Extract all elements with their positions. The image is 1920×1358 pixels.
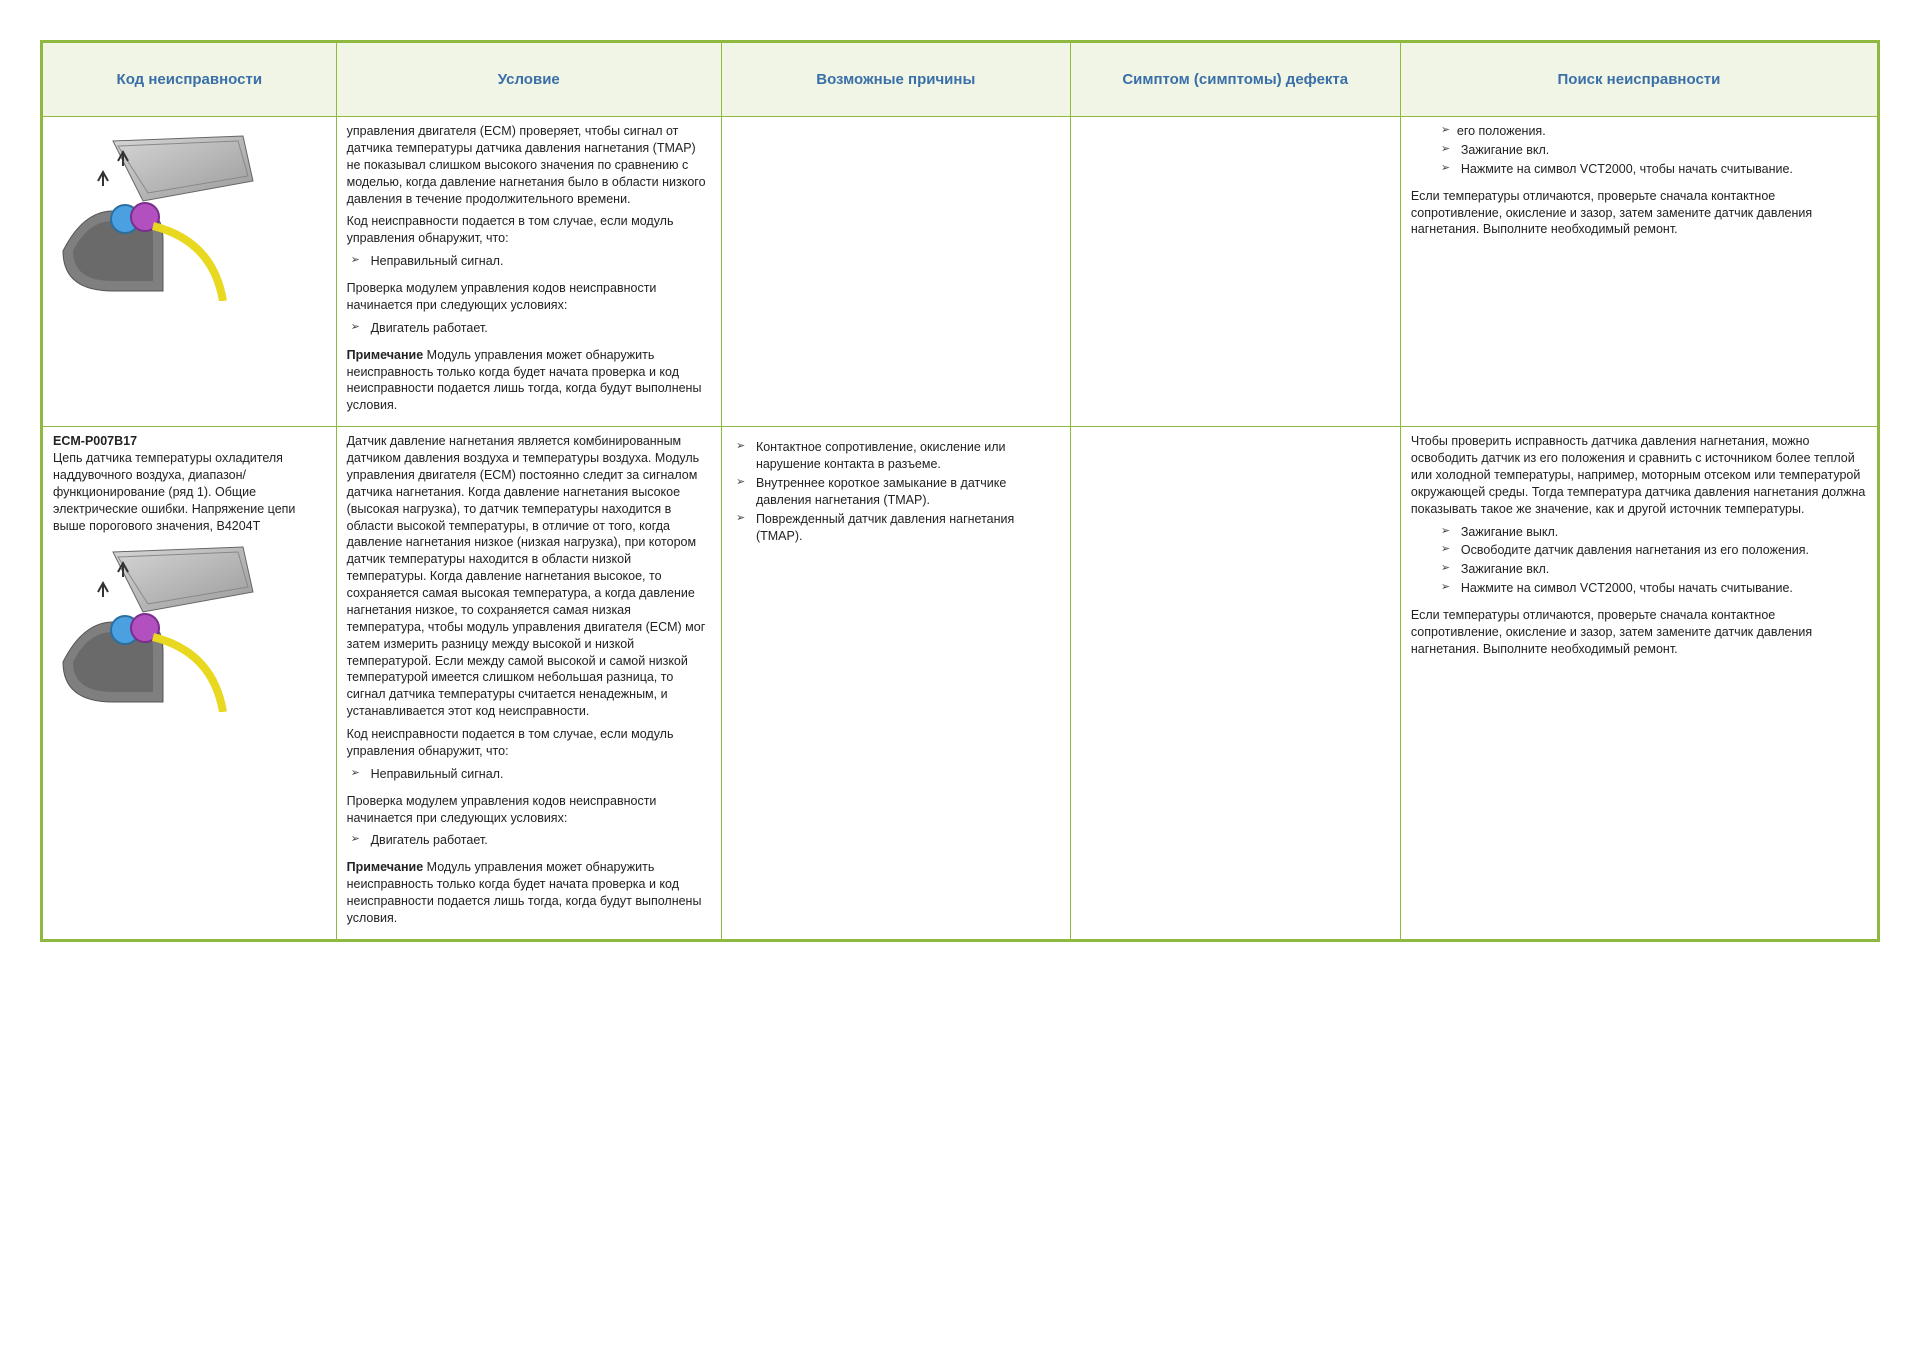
condition-note: Примечание Модуль управления может обнар… <box>347 347 711 415</box>
header-fix: Поиск неисправности <box>1400 43 1877 117</box>
condition-note: Примечание Модуль управления может обнар… <box>347 859 711 927</box>
note-label: Примечание <box>347 860 424 874</box>
cell-code: ECM-P007B17 Цепь датчика температуры охл… <box>43 427 337 940</box>
cell-condition: Датчик давление нагнетания является комб… <box>336 427 721 940</box>
cell-condition: управления двигателя (ECM) проверяет, чт… <box>336 117 721 427</box>
header-row: Код неисправности Условие Возможные прич… <box>43 43 1878 117</box>
cell-causes: Контактное сопротивление, окисление или … <box>721 427 1070 940</box>
diagnostic-table-container: Код неисправности Условие Возможные прич… <box>40 40 1880 942</box>
cell-fix: Чтобы проверить исправность датчика давл… <box>1400 427 1877 940</box>
fix-text: Если температуры отличаются, проверьте с… <box>1411 188 1867 239</box>
fix-text: Если температуры отличаются, проверьте с… <box>1411 607 1867 658</box>
list-item: Двигатель работает. <box>371 320 711 337</box>
list-item: Неправильный сигнал. <box>371 253 711 270</box>
condition-text: Код неисправности подается в том случае,… <box>347 726 711 760</box>
condition-list: Двигатель работает. <box>347 832 711 849</box>
list-item: Контактное сопротивление, окисление или … <box>756 439 1060 473</box>
condition-text: Проверка модулем управления кодов неиспр… <box>347 280 711 314</box>
fault-code-desc: Цепь датчика температуры охладителя надд… <box>53 450 326 534</box>
list-item: Зажигание вкл. <box>1461 561 1867 578</box>
sensor-illustration-icon <box>53 542 263 712</box>
cell-causes <box>721 117 1070 427</box>
condition-text: Код неисправности подается в том случае,… <box>347 213 711 247</box>
list-item: Зажигание вкл. <box>1461 142 1867 159</box>
header-symptoms: Симптом (симптомы) дефекта <box>1070 43 1400 117</box>
list-item: Нажмите на символ VCT2000, чтобы начать … <box>1461 580 1867 597</box>
list-item: Зажигание выкл. <box>1461 524 1867 541</box>
header-code: Код неисправности <box>43 43 337 117</box>
condition-list: Неправильный сигнал. <box>347 766 711 783</box>
condition-list: Неправильный сигнал. <box>347 253 711 270</box>
fault-code-title: ECM-P007B17 <box>53 433 326 450</box>
diagnostic-table: Код неисправности Условие Возможные прич… <box>42 42 1878 940</box>
table-row: управления двигателя (ECM) проверяет, чт… <box>43 117 1878 427</box>
causes-list: Контактное сопротивление, окисление или … <box>732 439 1060 544</box>
list-item: Поврежденный датчик давления нагнетания … <box>756 511 1060 545</box>
fix-list: Зажигание выкл. Освободите датчик давлен… <box>1411 524 1867 598</box>
cell-symptoms <box>1070 117 1400 427</box>
fix-text: Чтобы проверить исправность датчика давл… <box>1411 433 1867 517</box>
note-label: Примечание <box>347 348 424 362</box>
list-item: Неправильный сигнал. <box>371 766 711 783</box>
header-condition: Условие <box>336 43 721 117</box>
header-causes: Возможные причины <box>721 43 1070 117</box>
condition-text: управления двигателя (ECM) проверяет, чт… <box>347 123 711 207</box>
cell-fix: его положения. Зажигание вкл. Нажмите на… <box>1400 117 1877 427</box>
fix-list: его положения. Зажигание вкл. Нажмите на… <box>1411 123 1867 178</box>
condition-text: Проверка модулем управления кодов неиспр… <box>347 793 711 827</box>
sensor-illustration-icon <box>53 131 263 301</box>
list-item-cont: его положения. <box>1461 123 1867 140</box>
cell-symptoms <box>1070 427 1400 940</box>
cell-code <box>43 117 337 427</box>
list-item: Двигатель работает. <box>371 832 711 849</box>
list-item: Освободите датчик давления нагнетания из… <box>1461 542 1867 559</box>
list-item: Нажмите на символ VCT2000, чтобы начать … <box>1461 161 1867 178</box>
condition-text: Датчик давление нагнетания является комб… <box>347 433 711 720</box>
condition-list: Двигатель работает. <box>347 320 711 337</box>
table-row: ECM-P007B17 Цепь датчика температуры охл… <box>43 427 1878 940</box>
list-item: Внутреннее короткое замыкание в датчике … <box>756 475 1060 509</box>
